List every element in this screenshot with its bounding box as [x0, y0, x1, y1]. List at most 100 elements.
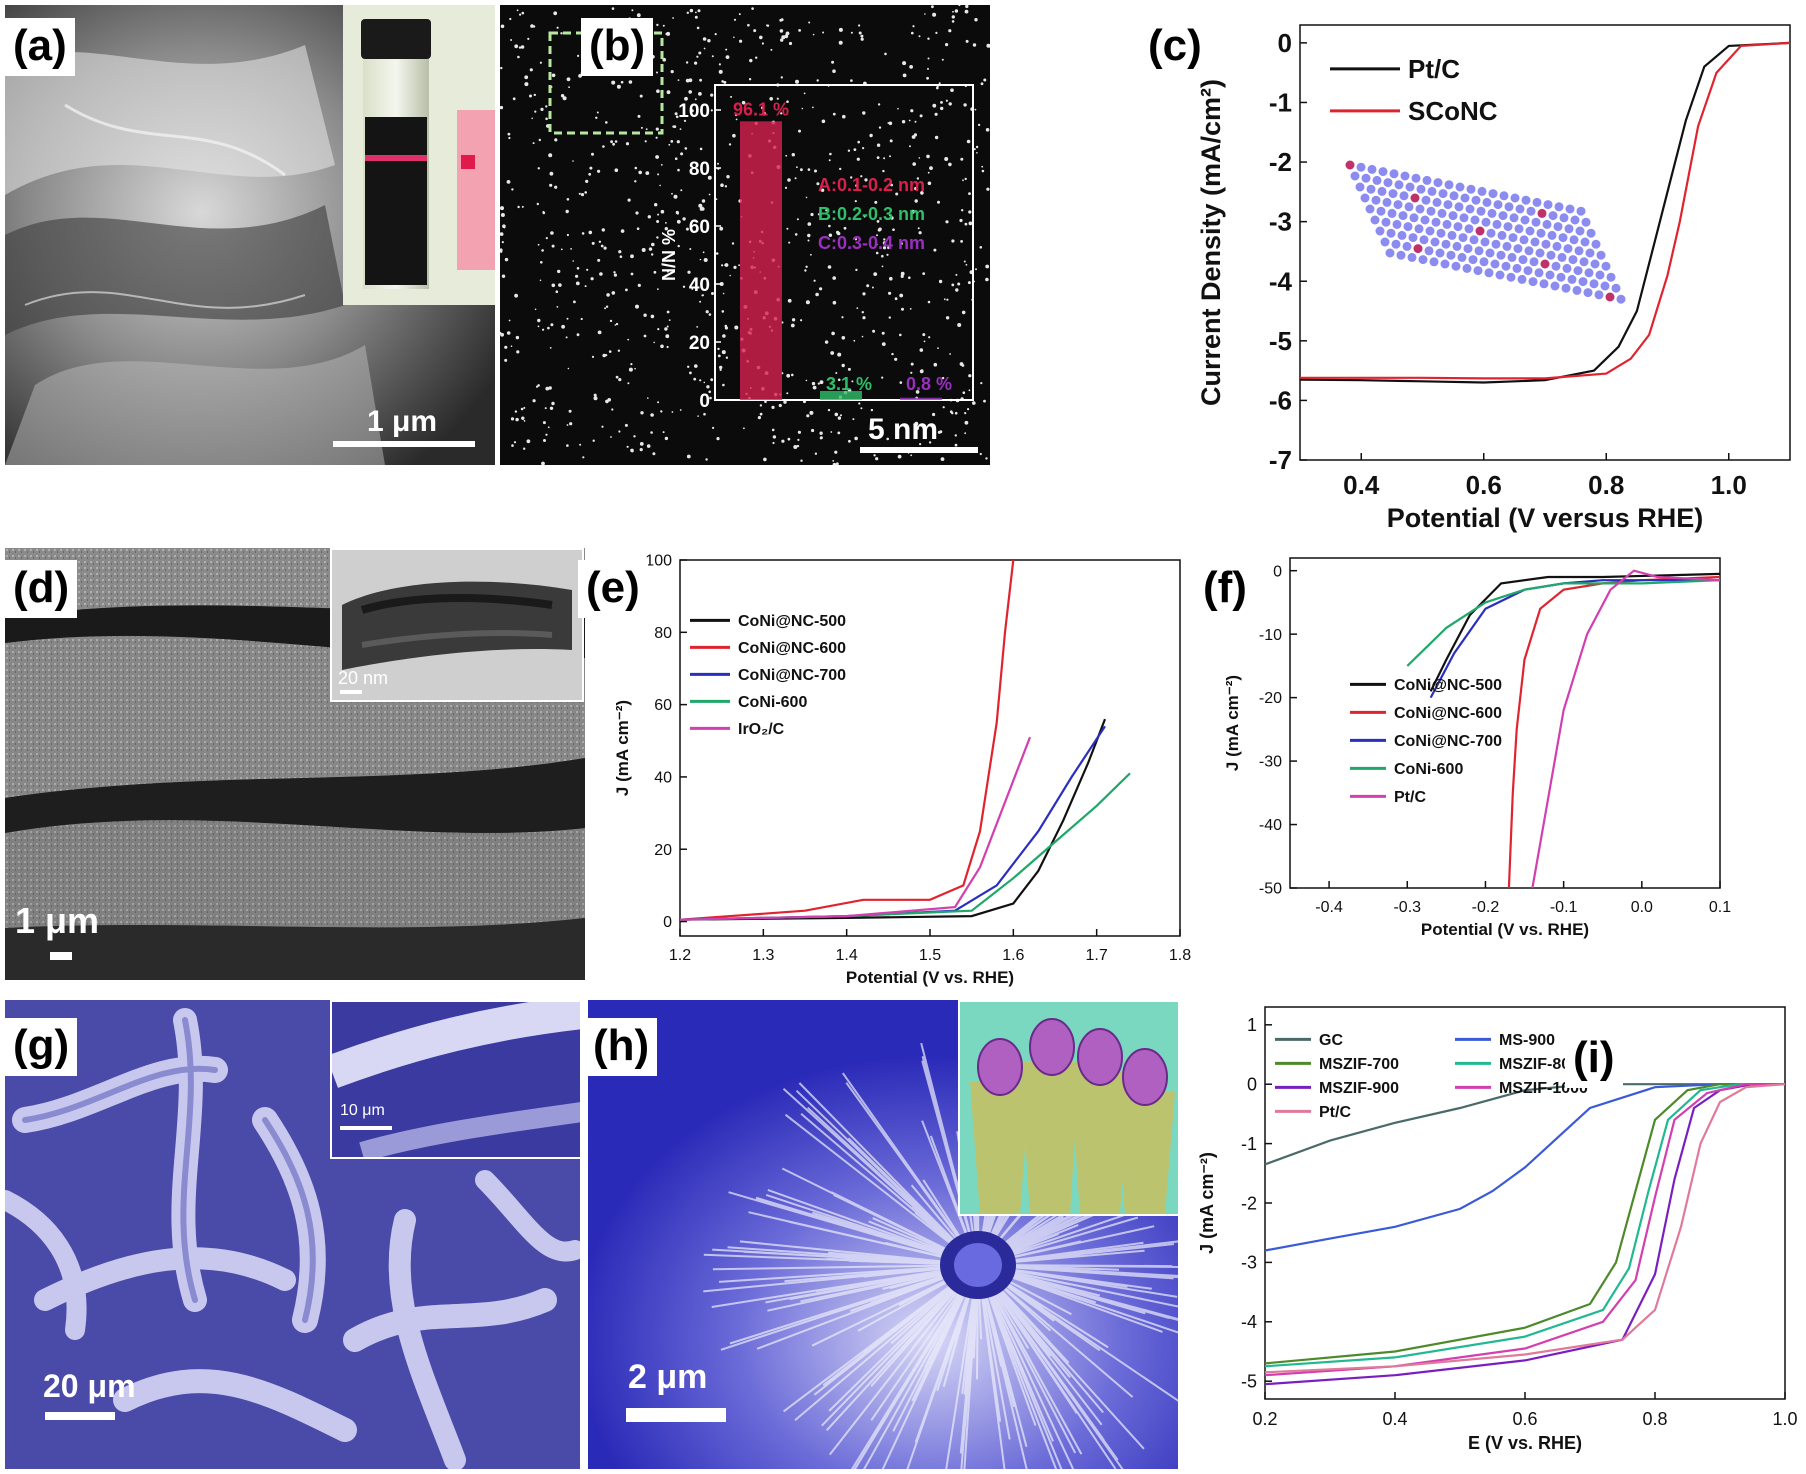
atom-dot [518, 46, 522, 49]
atom-dot [679, 409, 682, 411]
atom-dot [645, 128, 648, 131]
atom-dot [600, 244, 604, 248]
atom-dot [710, 93, 714, 97]
atom-dot [602, 353, 606, 358]
atom [1420, 215, 1430, 225]
atom-dot [614, 168, 619, 172]
atom-dot [972, 43, 977, 47]
atom-dot [676, 219, 681, 224]
x-tick-label: -0.3 [1393, 899, 1421, 916]
atom-dot [651, 242, 655, 247]
atom-dot [807, 222, 812, 226]
atom-dot [832, 112, 836, 116]
atom-dot [569, 422, 573, 426]
atom [1377, 186, 1387, 196]
atom-dot [660, 344, 664, 349]
atom [1536, 228, 1546, 238]
nanofiber [945, 1264, 979, 1469]
atom-dot [943, 298, 946, 301]
atom-dot [547, 426, 550, 429]
atom-dot [964, 222, 968, 226]
scalebar-g-label: 20 μm [43, 1368, 136, 1404]
atom-dot [873, 272, 878, 276]
atom-dot [628, 80, 633, 84]
atom-dot [554, 185, 558, 189]
atom-dot [812, 385, 817, 390]
atom-dot [662, 24, 665, 27]
nanofiber [782, 1264, 979, 1413]
panel-h-sem-image [588, 1000, 1178, 1469]
atom-dot [860, 34, 864, 38]
atom-dot [952, 10, 954, 13]
panel-e: 1.2 1.3 1.4 1.5 1.6 1.7 1.8 0 20 40 60 80 100 Potenti… [585, 548, 1205, 988]
x-tick-label: 0.1 [1709, 899, 1731, 916]
atom-dot [584, 285, 587, 288]
atom-dot [869, 133, 873, 138]
atom [1421, 195, 1431, 205]
y-tick-label: -7 [1269, 445, 1292, 475]
atom [1396, 250, 1406, 260]
atom [1460, 193, 1470, 203]
panel-label-a: (a) [5, 18, 75, 76]
atom-dot [878, 126, 882, 129]
y-tick-label: -4 [1269, 266, 1293, 296]
atom-dot [586, 268, 589, 271]
atom-dot [643, 313, 647, 317]
atom-dot [822, 31, 825, 34]
atom-dot [613, 271, 616, 274]
legend-entry: CoNi@NC-500 [1394, 677, 1502, 694]
atom-dot [908, 119, 911, 122]
series-line-coni-nc-700 [679, 725, 1106, 921]
atom-dot [682, 217, 686, 221]
atom-dot [888, 121, 893, 126]
panel-a: 1 μm [5, 5, 495, 465]
atom-dot [854, 200, 857, 203]
atom [1606, 272, 1616, 282]
atom-dot [824, 236, 827, 239]
atom-dot [591, 152, 594, 156]
atom-dot [614, 140, 618, 143]
panel-b: 0 20 40 60 80 100 N/N % 96.1 % 3.1 % 0.8 % A:0.1-0… [500, 5, 990, 465]
atom-dot [866, 284, 870, 288]
atom-dot [962, 179, 964, 182]
atom-dot [689, 248, 692, 250]
y-tick-label: 1 [1247, 1015, 1257, 1035]
scalebar-g-inset-label: 10 μm [340, 1102, 385, 1119]
atom-dot [687, 365, 690, 368]
atom-dot [909, 145, 911, 148]
atom-dot [932, 103, 937, 108]
atom-dot [771, 405, 775, 409]
atom-dot [816, 182, 820, 186]
atom-dot [684, 147, 688, 150]
atom-dot [609, 319, 613, 323]
atom [1427, 186, 1437, 196]
atom-dot [933, 362, 938, 367]
atom-dot [830, 351, 835, 355]
atom-dot [945, 316, 950, 320]
legend-entry: MSZIF-800 [1499, 1056, 1579, 1073]
atom [1451, 261, 1461, 271]
atom-dot [722, 383, 725, 387]
atom-dot [957, 323, 962, 327]
atom-dot [718, 69, 723, 74]
atom-dot [504, 358, 508, 362]
atom-dot [652, 452, 656, 456]
atom-dot [810, 253, 812, 256]
atom [1531, 217, 1541, 227]
nanofiber [977, 1264, 1075, 1469]
atom [1462, 263, 1472, 273]
atom-dot [566, 444, 569, 447]
atom-dot [973, 148, 976, 151]
y-tick-label: 0 [699, 391, 710, 412]
atom-dot [500, 105, 504, 110]
nanofiber [977, 1264, 1178, 1321]
atom-dot [967, 281, 971, 285]
scalebar-b-label: 5 nm [868, 413, 939, 446]
atom-dot [847, 149, 851, 152]
chart-e: 1.2 1.3 1.4 1.5 1.6 1.7 1.8 0 20 40 60 80 100 Potenti… [613, 553, 1191, 987]
atom [1465, 204, 1475, 214]
series-line-pt-c [1299, 41, 1791, 384]
atom-dot [935, 86, 939, 90]
atom-dot [922, 333, 926, 337]
atom-dot [860, 175, 863, 178]
